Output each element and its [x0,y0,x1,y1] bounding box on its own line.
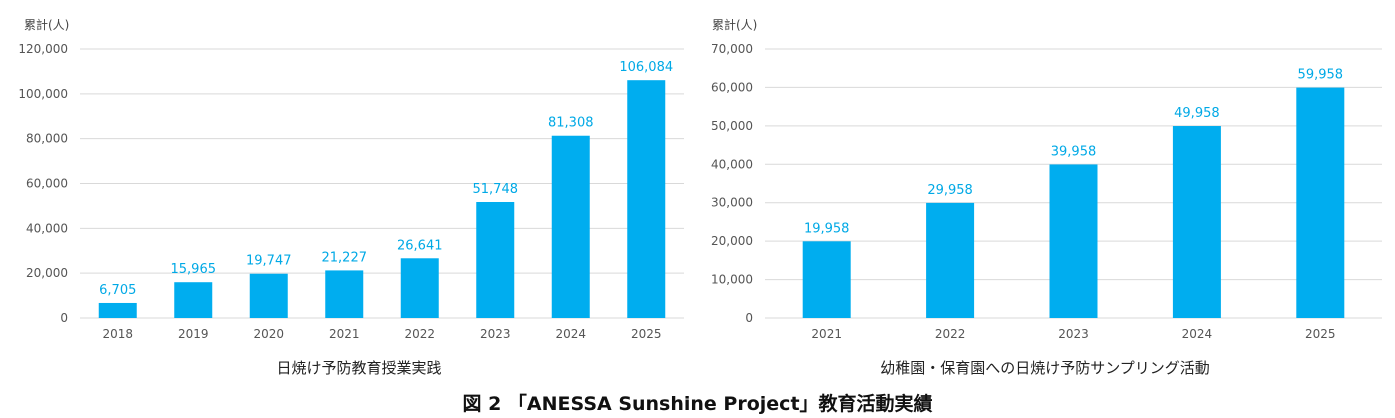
data-label-2021: 21,227 [322,250,368,265]
y-unit-label: 累計(人) [24,17,69,32]
data-labels: 6,705 15,965 19,747 21,227 26,641 51,748 81,30… [99,60,673,298]
bar-2023 [1049,164,1098,318]
cumulative-sampling-chart: 累計(人) 0 10,000 20,000 30,000 40,000 50,000 60,… [711,17,1382,377]
figure-caption: 図 2 「ANESSA Sunshine Project」教育活動実績 [462,393,933,415]
x-axis-title: 日焼け予防教育授業実践 [276,359,441,377]
y-unit-label: 累計(人) [712,17,757,32]
y-tick-label: 40,000 [26,221,68,235]
bar-2018 [98,302,137,318]
x-tick-label-2020: 2020 [253,327,284,341]
data-label-2022: 29,958 [927,183,973,198]
y-tick-label: 80,000 [26,132,68,146]
y-tick-label: 20,000 [711,234,753,248]
x-tick-label-2021: 2021 [811,327,842,341]
y-tick-label: 0 [745,311,753,325]
x-tick-label-2023: 2023 [1058,327,1089,341]
x-tick-labels: 2021 2022 2023 2024 2025 [811,327,1335,341]
gridlines [80,48,684,319]
y-tick-labels: 0 10,000 20,000 30,000 40,000 50,000 60,000 70,… [711,42,753,325]
x-tick-labels: 2018 2019 2020 2021 2022 2023 2024 2025 [102,327,661,341]
y-tick-label: 100,000 [18,87,68,101]
y-tick-label: 50,000 [711,119,753,133]
data-label-2023: 51,748 [473,182,519,197]
y-tick-label: 60,000 [26,177,68,191]
bar-2025 [627,80,666,318]
x-tick-label-2024: 2024 [555,327,586,341]
y-tick-labels: 0 20,000 40,000 60,000 80,000 100,000 120,000 [18,42,68,325]
data-label-2024: 81,308 [548,116,594,131]
data-label-2021: 19,958 [804,221,850,236]
bar-2021 [325,270,364,318]
data-label-2022: 26,641 [397,238,443,253]
bar-2024 [551,135,590,318]
data-label-2020: 19,747 [246,254,292,269]
x-tick-label-2019: 2019 [178,327,209,341]
bars [98,80,666,318]
bar-2020 [249,273,288,318]
x-tick-label-2025: 2025 [631,327,662,341]
bar-2024 [1172,126,1221,318]
bar-2022 [400,258,439,318]
x-tick-label-2024: 2024 [1182,327,1213,341]
y-tick-label: 70,000 [711,42,753,56]
bar-2023 [476,201,515,318]
x-tick-label-2023: 2023 [480,327,511,341]
x-axis-title: 幼稚園・保育園への日焼け予防サンプリング活動 [880,359,1210,377]
y-tick-label: 60,000 [711,80,753,94]
data-label-2023: 39,958 [1051,144,1097,159]
y-tick-label: 120,000 [18,42,68,56]
y-tick-label: 40,000 [711,157,753,171]
y-tick-label: 20,000 [26,266,68,280]
data-label-2024: 49,958 [1174,106,1220,121]
data-label-2025: 106,084 [619,60,673,75]
y-tick-label: 0 [60,311,68,325]
bar-2025 [1296,87,1345,319]
data-labels: 19,958 29,958 39,958 49,958 59,958 [804,68,1343,237]
x-tick-label-2021: 2021 [329,327,360,341]
bars [802,87,1345,319]
bar-2019 [174,282,213,318]
x-tick-label-2025: 2025 [1305,327,1336,341]
y-tick-label: 10,000 [711,273,753,287]
data-label-2018: 6,705 [99,283,136,298]
x-tick-label-2022: 2022 [404,327,435,341]
data-label-2025: 59,958 [1298,68,1344,83]
bar-2021 [802,241,851,318]
x-tick-label-2022: 2022 [935,327,966,341]
data-label-2019: 15,965 [171,262,217,277]
y-tick-label: 30,000 [711,196,753,210]
cumulative-lessons-chart: 累計(人) 0 20,000 40,000 60,000 80,000 100,000 12… [18,17,684,377]
x-tick-label-2018: 2018 [102,327,133,341]
bar-2022 [926,202,975,318]
